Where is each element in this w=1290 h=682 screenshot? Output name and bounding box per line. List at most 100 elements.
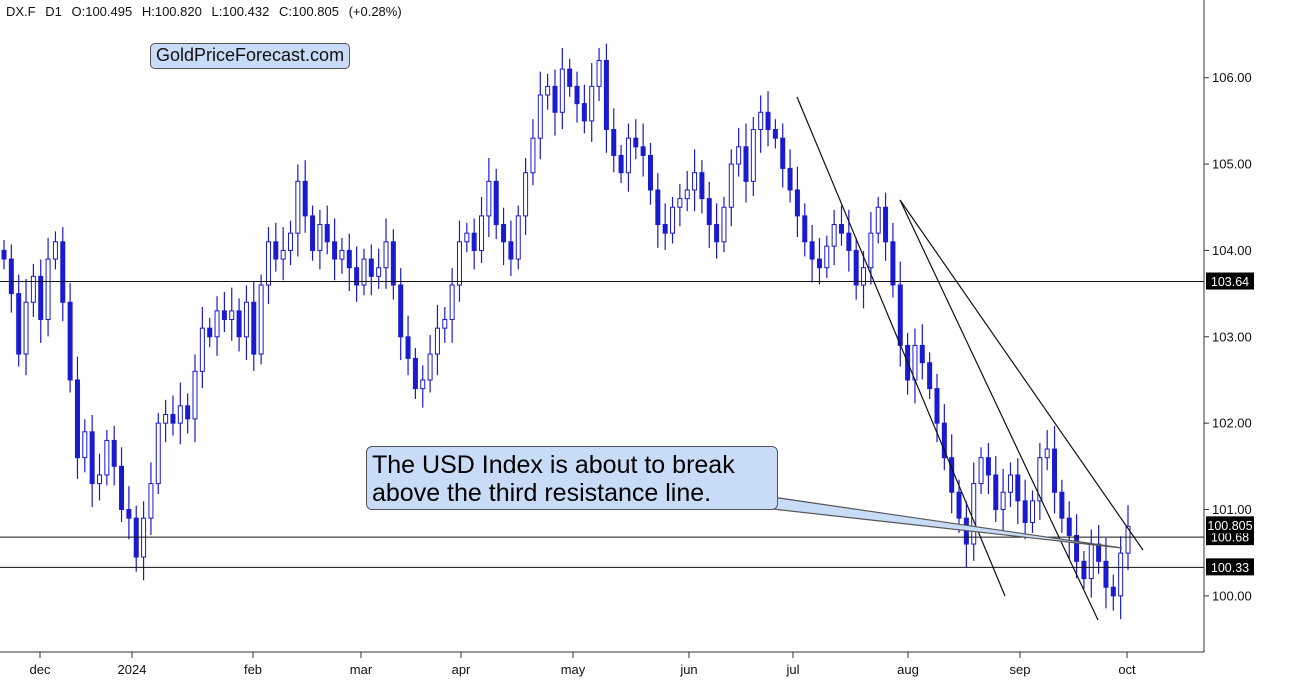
candle-body (692, 172, 698, 191)
candle-body (38, 275, 44, 321)
candle-body (23, 301, 29, 355)
candle-body (853, 249, 859, 286)
y-tick-label: 100.00 (1212, 588, 1252, 603)
candle-body (1125, 525, 1131, 554)
candle-body (596, 59, 602, 87)
candle-body (155, 422, 161, 485)
y-tick-label: 104.00 (1212, 243, 1252, 258)
candle-body (280, 249, 286, 260)
candle-body (552, 85, 558, 113)
candle-body (714, 224, 720, 243)
candle-body (442, 319, 448, 329)
candle-body (214, 310, 220, 338)
candle-body (471, 232, 477, 251)
candle-body (809, 241, 815, 260)
candle-body (1103, 560, 1109, 588)
candle-body (1, 249, 7, 260)
candle-body (16, 293, 22, 355)
candle-body (258, 284, 264, 355)
candle-body (758, 111, 764, 131)
annotation-line-2: above the third resistance line. (372, 479, 712, 507)
candle-body (897, 284, 903, 346)
candle-body (927, 362, 933, 390)
candle-body (354, 267, 360, 286)
candle-body (317, 224, 323, 251)
candle-body (119, 465, 125, 511)
candle-body (765, 111, 771, 131)
candle-body (978, 457, 984, 485)
candle-body (883, 206, 889, 243)
candle-body (486, 180, 492, 217)
candle-body (405, 336, 411, 359)
candle-body (699, 172, 705, 200)
candle-body (736, 146, 742, 165)
candle-body (1118, 552, 1124, 597)
candle-body (589, 85, 595, 122)
candle-body (647, 154, 653, 191)
candle-body (493, 180, 499, 226)
candle-body (332, 241, 338, 260)
candle-body (192, 370, 198, 420)
candle-body (229, 310, 235, 321)
y-ticks-layer: 100.00 101.00 102.00 103.00 104.00 105.00 106.… (1204, 70, 1252, 603)
candle-body (383, 241, 389, 269)
candle-body (82, 431, 88, 459)
candle-body (251, 301, 257, 355)
candle-body (207, 327, 213, 338)
candle-body (956, 491, 962, 519)
candle-body (111, 439, 117, 467)
candle-body (1059, 491, 1065, 519)
last-price-badge: 100.805 (1207, 519, 1252, 533)
candle-body (97, 474, 103, 485)
candle-body (339, 249, 345, 260)
candle-body (787, 167, 793, 191)
y-tick-label: 105.00 (1212, 157, 1252, 172)
candle-body (574, 85, 580, 105)
candle-body (743, 146, 749, 182)
candle-body (537, 94, 543, 139)
candle-body (618, 154, 624, 174)
candle-body (721, 206, 727, 243)
horizontal-levels-layer (0, 281, 1204, 568)
symbol-text: DX.F (6, 4, 36, 19)
candle-body (346, 249, 352, 269)
candle-body (1074, 534, 1080, 562)
close-value: C:100.805 (278, 4, 339, 19)
candle-body (603, 59, 609, 131)
candle-body (148, 483, 154, 519)
candle-body (501, 224, 507, 243)
candle-body (30, 275, 36, 303)
low-value: L:100.432 (211, 4, 270, 19)
candle-body (625, 137, 631, 174)
x-tick-label: jul (785, 662, 799, 677)
candle-body (1096, 543, 1102, 562)
candle-body (1022, 500, 1028, 523)
candle-body (816, 258, 822, 269)
candle-body (390, 241, 396, 286)
candle-body (449, 284, 455, 321)
candle-body (420, 379, 426, 390)
candle-body (912, 344, 918, 381)
level-badge: 103.64 (1211, 275, 1249, 289)
candle-body (273, 241, 279, 260)
candle-body (831, 224, 837, 247)
candle-body (655, 189, 661, 226)
candle-body (199, 327, 205, 372)
candle-body (662, 224, 668, 234)
candle-body (545, 85, 551, 96)
level-badge-box (1206, 558, 1254, 576)
candle-body (677, 198, 683, 208)
candle-body (838, 224, 844, 234)
candle-body (170, 414, 176, 424)
annotation-line-1: The USD Index is about to break (372, 451, 735, 479)
candle-body (221, 310, 227, 321)
x-tick-label: sep (1010, 662, 1031, 677)
chart-header: DX.F D1 O:100.495 H:100.820 L:100.432 C:… (6, 4, 408, 19)
candle-body (434, 327, 440, 355)
x-tick-label: apr (452, 662, 471, 677)
candle-body (780, 137, 786, 169)
candle-body (640, 146, 646, 156)
candle-body (265, 241, 271, 286)
candle-body (794, 189, 800, 217)
